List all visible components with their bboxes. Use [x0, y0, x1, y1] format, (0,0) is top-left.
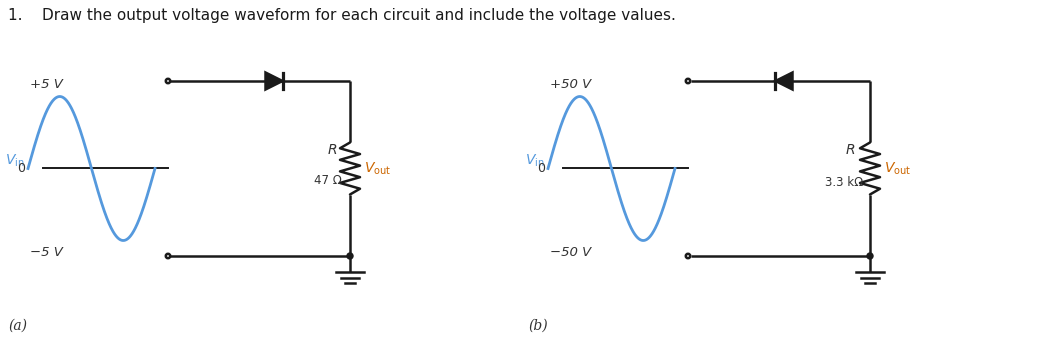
Polygon shape [776, 73, 792, 90]
Text: 0: 0 [17, 162, 25, 175]
Text: R: R [327, 144, 337, 157]
Text: R: R [846, 144, 855, 157]
Polygon shape [265, 73, 283, 90]
Text: $V_{\rm in}$: $V_{\rm in}$ [5, 152, 25, 169]
Text: −50 V: −50 V [550, 246, 591, 258]
Text: 1.    Draw the output voltage waveform for each circuit and include the voltage : 1. Draw the output voltage waveform for … [8, 8, 675, 23]
Text: $V_{\rm in}$: $V_{\rm in}$ [525, 152, 545, 169]
Text: +50 V: +50 V [550, 79, 591, 91]
Text: $V_{\rm out}$: $V_{\rm out}$ [364, 160, 392, 177]
Text: (b): (b) [528, 319, 548, 333]
Text: 47 Ω: 47 Ω [314, 174, 342, 187]
Text: +5 V: +5 V [30, 79, 63, 91]
Circle shape [347, 253, 353, 259]
Text: −5 V: −5 V [30, 246, 63, 258]
Text: (a): (a) [8, 319, 27, 333]
Text: 3.3 kΩ: 3.3 kΩ [825, 176, 863, 189]
Text: 0: 0 [537, 162, 545, 175]
Circle shape [867, 253, 873, 259]
Text: $V_{\rm out}$: $V_{\rm out}$ [884, 160, 911, 177]
